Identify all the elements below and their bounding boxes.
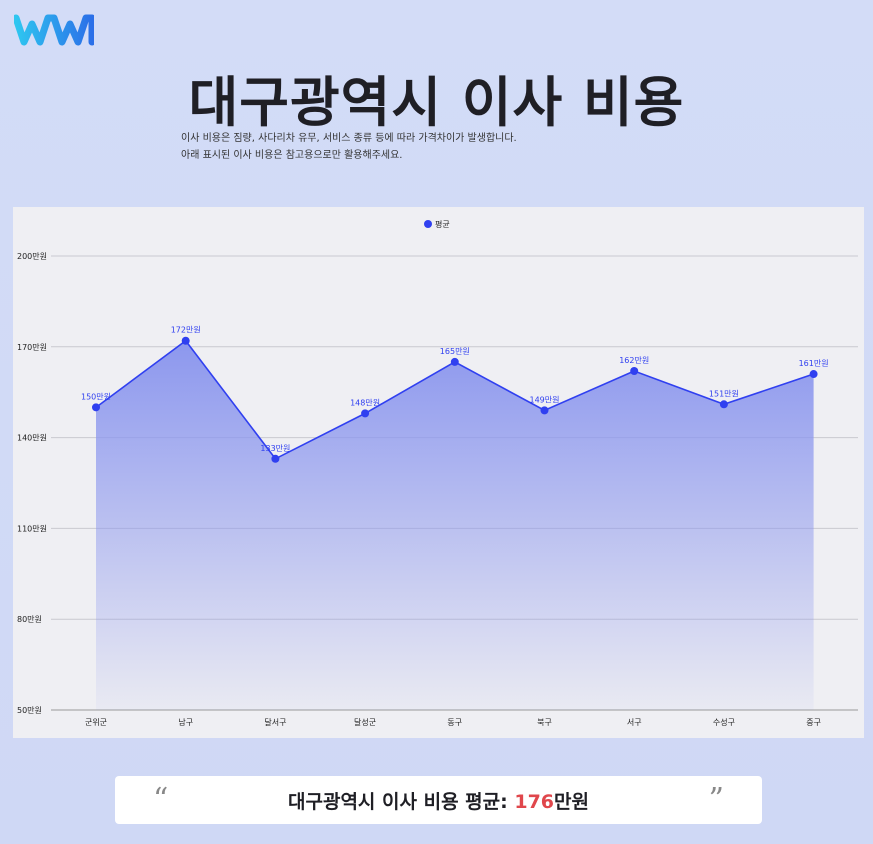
data-label: 149만원 (530, 395, 560, 404)
data-label: 150만원 (81, 392, 111, 401)
brand-logo (14, 14, 94, 46)
x-tick-label: 동구 (447, 718, 462, 727)
description-line: 이사 비용은 짐량, 사다리차 유무, 서비스 종류 등에 따라 가격차이가 발… (181, 133, 517, 144)
data-point (181, 336, 190, 345)
x-tick-label: 중구 (806, 718, 821, 727)
legend-label: 평균 (435, 219, 450, 229)
data-label: 165만원 (440, 347, 470, 356)
x-tick-label: 북구 (537, 718, 552, 727)
y-tick-label: 200만원 (17, 252, 47, 261)
data-point (271, 454, 280, 463)
data-label: 151만원 (709, 389, 739, 398)
data-point (809, 370, 818, 379)
series-area (96, 340, 814, 710)
x-tick-label: 서구 (627, 718, 642, 727)
data-point (719, 400, 728, 409)
legend-marker (424, 220, 432, 228)
y-tick-label: 110만원 (17, 524, 47, 533)
average-summary-box: “ 대구광역시 이사 비용 평균: 176만원 ” (115, 776, 762, 824)
x-tick-label: 달서구 (264, 718, 286, 727)
data-label: 161만원 (799, 359, 829, 368)
data-label: 133만원 (260, 444, 290, 453)
data-point (450, 357, 459, 366)
summary-average-value: 176 (514, 790, 555, 813)
y-tick-label: 170만원 (17, 343, 47, 352)
data-point (540, 406, 549, 415)
average-summary-text: 대구광역시 이사 비용 평균: 176만원 (288, 787, 589, 814)
page-title: 대구광역시 이사 비용 (188, 71, 685, 134)
data-label: 148만원 (350, 398, 380, 407)
data-point (361, 409, 370, 418)
summary-prefix: 대구광역시 이사 비용 평균: (288, 790, 515, 813)
description-line: 아래 표시된 이사 비용은 참고용으로만 활용해주세요. (181, 150, 403, 161)
x-tick-label: 남구 (178, 718, 193, 727)
x-tick-label: 달성군 (354, 718, 376, 727)
data-label: 162만원 (619, 356, 649, 365)
close-quote-icon: ” (708, 782, 724, 817)
y-tick-label: 80만원 (17, 615, 42, 624)
x-tick-label: 수성구 (713, 718, 735, 727)
data-point (630, 367, 639, 376)
y-tick-label: 140만원 (17, 434, 47, 443)
summary-unit: 만원 (554, 790, 589, 813)
data-point (92, 403, 100, 412)
x-tick-label: 군위군 (85, 718, 107, 727)
description: 이사 비용은 짐량, 사다리차 유무, 서비스 종류 등에 따라 가격차이가 발… (181, 130, 517, 164)
open-quote-icon: “ (153, 782, 169, 817)
y-tick-label: 50만원 (17, 706, 42, 715)
data-label: 172만원 (171, 326, 201, 335)
